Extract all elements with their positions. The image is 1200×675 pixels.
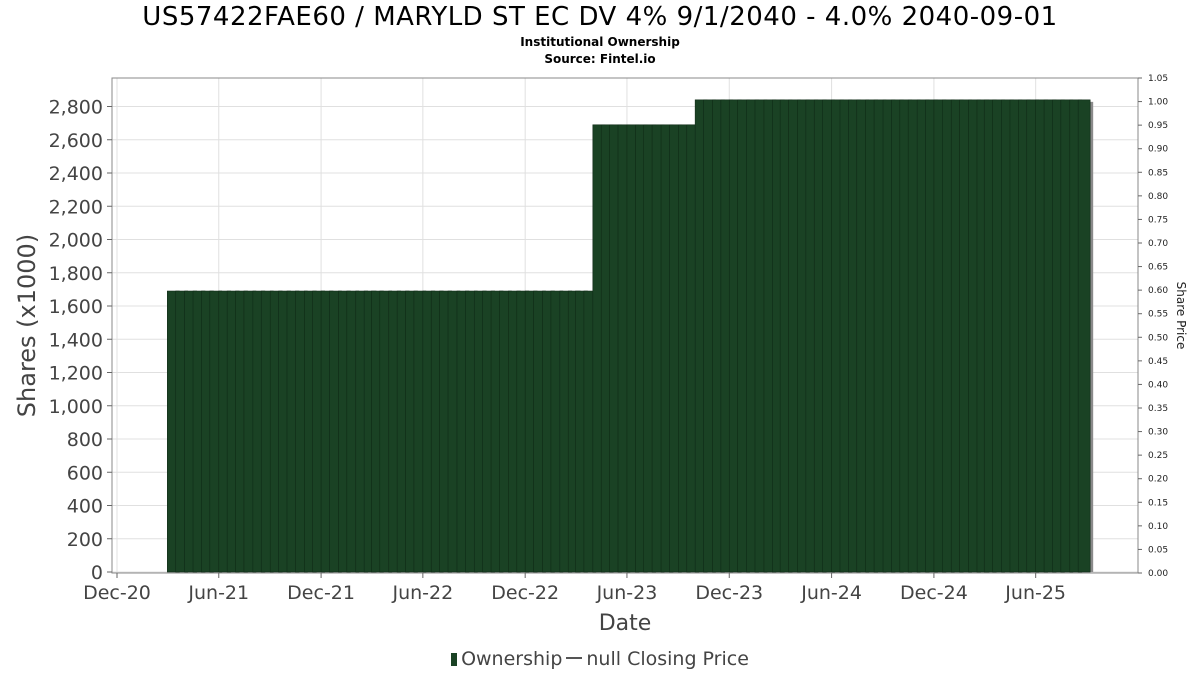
chart-source: Source: Fintel.io — [544, 52, 656, 66]
y-tick-label: 2,000 — [49, 230, 103, 252]
x-tick-label: Dec-23 — [695, 582, 763, 604]
y-tick-label: 2,200 — [49, 196, 103, 218]
plot-frame — [111, 77, 1139, 574]
y-tick-label: 400 — [67, 496, 103, 518]
x-tick-label: Jun-25 — [1004, 582, 1066, 604]
y2-tick-label: 0.10 — [1148, 522, 1168, 532]
x-tick-label: Jun-23 — [596, 582, 658, 604]
y-tick-label: 2,400 — [49, 163, 103, 185]
y2-tick-label: 0.70 — [1148, 239, 1168, 249]
y2-tick-label: 0.05 — [1148, 545, 1168, 555]
chart-subtitle: Institutional Ownership — [520, 35, 680, 49]
y2-tick-label: 0.15 — [1148, 498, 1168, 508]
x-tick-label: Dec-21 — [287, 582, 355, 604]
price-legend-line — [566, 657, 583, 659]
y2-tick-label: 0.80 — [1148, 192, 1168, 202]
y2-tick-label: 0.00 — [1148, 569, 1168, 579]
y2-axis-label: Share Price — [1174, 282, 1188, 350]
y-tick-label: 2,800 — [49, 97, 103, 119]
x-tick-label: Jun-24 — [800, 582, 862, 604]
ownership-bar — [1077, 99, 1091, 573]
y-tick-label: 1,800 — [49, 263, 103, 285]
y2-tick-label: 0.90 — [1148, 145, 1168, 155]
y-tick-label: 1,400 — [49, 329, 103, 351]
y2-tick-label: 0.40 — [1148, 380, 1168, 390]
y-tick-label: 1,600 — [49, 296, 103, 318]
y2-tick-label: 0.65 — [1148, 263, 1168, 273]
y-tick-label: 0 — [91, 562, 103, 584]
y2-tick-label: 1.05 — [1148, 74, 1168, 84]
x-tick-label: Dec-22 — [491, 582, 559, 604]
x-tick-label: Jun-21 — [187, 582, 249, 604]
y2-tick-label: 0.60 — [1148, 286, 1168, 296]
legend-price-label: null Closing Price — [586, 648, 749, 670]
x-axis-label: Date — [599, 611, 652, 636]
y2-tick-label: 0.20 — [1148, 475, 1168, 485]
y2-tick-label: 0.85 — [1148, 168, 1168, 178]
y2-tick-label: 0.35 — [1148, 404, 1168, 414]
x-tick-label: Dec-20 — [83, 582, 151, 604]
y-axis-label: Shares (x1000) — [13, 234, 41, 417]
y-tick-label: 800 — [67, 429, 103, 451]
x-tick-label: Dec-24 — [900, 582, 968, 604]
y2-tick-label: 0.75 — [1148, 215, 1168, 225]
y2-tick-label: 0.95 — [1148, 121, 1168, 131]
legend-ownership-label: Ownership — [461, 648, 563, 670]
y-tick-label: 600 — [67, 462, 103, 484]
x-tick-label: Jun-22 — [391, 582, 453, 604]
y-tick-label: 2,600 — [49, 130, 103, 152]
y2-tick-label: 1.00 — [1148, 98, 1168, 108]
chart-title: US57422FAE60 / MARYLD ST EC DV 4% 9/1/20… — [142, 2, 1058, 32]
y-tick-label: 1,200 — [49, 363, 103, 385]
y-tick-label: 200 — [67, 529, 103, 551]
y2-tick-label: 0.55 — [1148, 310, 1168, 320]
y2-tick-label: 0.45 — [1148, 357, 1168, 367]
legend: Ownership null Closing Price — [0, 648, 1200, 670]
y2-tick-label: 0.25 — [1148, 451, 1168, 461]
ownership-legend-swatch — [451, 653, 458, 666]
y2-tick-label: 0.50 — [1148, 333, 1168, 343]
y-tick-label: 1,000 — [49, 396, 103, 418]
y2-tick-label: 0.30 — [1148, 428, 1168, 438]
